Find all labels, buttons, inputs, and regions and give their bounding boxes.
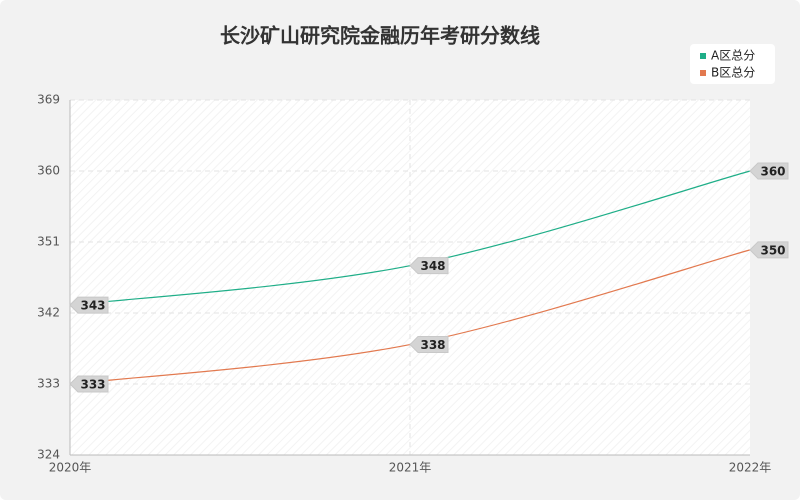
y-tick-label: 324 [37,448,60,462]
y-tick-label: 360 [37,164,60,178]
label-tag [409,336,449,354]
y-tick-label: 351 [37,235,60,249]
data-label: 360 [760,165,785,179]
legend-label: B区总分 [711,66,755,80]
y-tick-label: 342 [37,306,60,320]
legend [690,44,775,84]
label-tag [69,375,109,393]
label-tag [749,241,789,259]
y-tick-label: 369 [37,93,60,107]
data-label: 338 [420,338,445,352]
chart-title: 长沙矿山研究院金融历年考研分数线 [220,24,540,48]
data-label: 333 [80,378,105,392]
x-tick-label: 2021年 [389,461,432,475]
plot-area [70,100,750,455]
y-tick-label: 333 [37,377,60,391]
data-label: 343 [80,299,105,313]
label-tag [749,162,789,180]
label-tag [409,257,449,275]
legend-marker [700,70,706,76]
data-label: 348 [420,259,445,273]
x-tick-label: 2022年 [729,461,772,475]
label-tag [69,296,109,314]
data-label: 350 [760,243,785,257]
legend-marker [700,53,706,59]
legend-label: A区总分 [711,49,755,63]
x-tick-label: 2020年 [49,461,92,475]
